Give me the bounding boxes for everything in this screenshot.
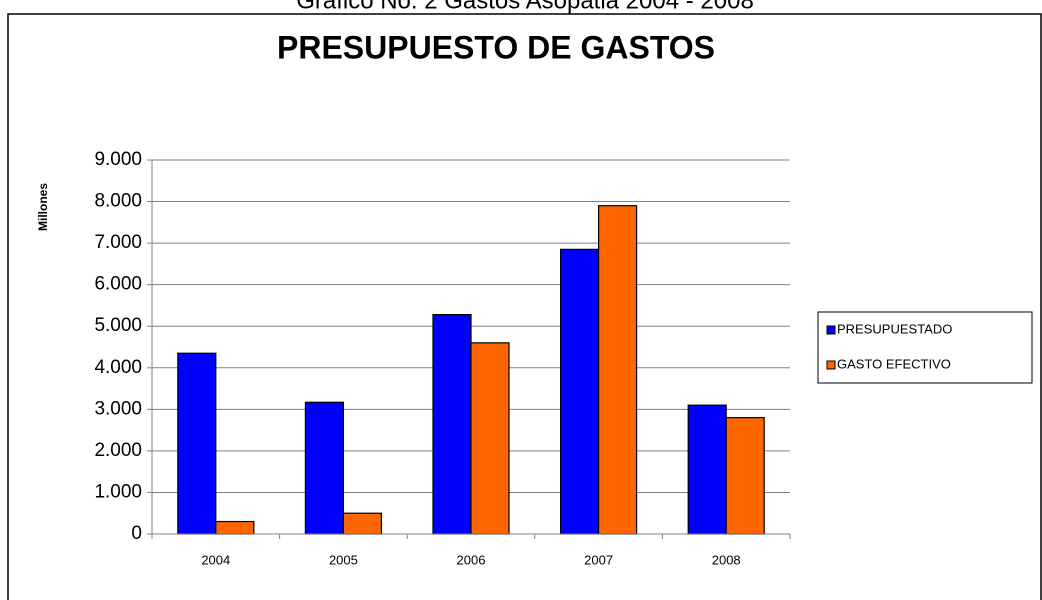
bar bbox=[725, 417, 765, 535]
y-tick-label: 1.000 bbox=[94, 481, 142, 502]
y-tick-label: 8.000 bbox=[94, 191, 142, 212]
bar bbox=[215, 520, 255, 535]
x-tick-label: 2005 bbox=[329, 552, 358, 567]
y-tick-label: 3.000 bbox=[94, 398, 142, 419]
bar bbox=[304, 401, 344, 535]
y-tick-label: 7.000 bbox=[94, 232, 142, 253]
y-tick-label: 9.000 bbox=[94, 149, 142, 170]
bar bbox=[342, 512, 382, 535]
bar bbox=[687, 404, 727, 535]
caption: Gráfico No. 2 Gastos Asopatia 2004 - 200… bbox=[296, 0, 754, 14]
y-tick-label: 6.000 bbox=[94, 274, 142, 295]
legend-label: GASTO EFECTIVO bbox=[837, 356, 951, 371]
x-tick-label: 2004 bbox=[201, 552, 230, 567]
bar bbox=[559, 248, 600, 535]
legend-label: PRESUPUESTADO bbox=[837, 321, 952, 336]
y-tick-label: 5.000 bbox=[94, 315, 142, 336]
y-tick-label: 4.000 bbox=[94, 357, 142, 378]
legend-swatch bbox=[826, 360, 836, 370]
legend-swatch bbox=[826, 325, 836, 335]
y-tick-label: 0 bbox=[131, 523, 142, 544]
bar bbox=[470, 342, 510, 535]
chart-title: PRESUPUESTO DE GASTOS bbox=[277, 29, 715, 65]
x-tick-label: 2006 bbox=[457, 552, 486, 567]
x-tick-label: 2007 bbox=[584, 552, 613, 567]
x-tick-label: 2008 bbox=[712, 552, 741, 567]
chart-frame bbox=[7, 13, 1042, 600]
y-axis-label: Millones bbox=[36, 183, 50, 231]
bar bbox=[597, 205, 638, 535]
bar bbox=[432, 313, 472, 535]
legend-box bbox=[817, 311, 1033, 384]
bar bbox=[177, 352, 217, 535]
y-tick-label: 2.000 bbox=[94, 440, 142, 461]
